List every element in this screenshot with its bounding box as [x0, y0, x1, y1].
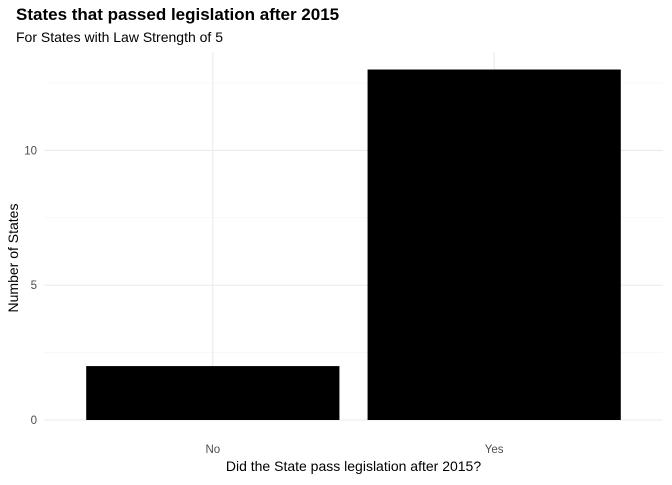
x-axis-title: Did the State pass legislation after 201… [226, 458, 481, 474]
chart-subtitle: For States with Law Strength of 5 [16, 29, 223, 45]
y-tick-label: 5 [31, 280, 37, 292]
y-tick-label: 0 [31, 415, 37, 427]
y-tick-label: 10 [24, 145, 37, 157]
y-axis-ticks: 0 5 10 [24, 145, 37, 427]
bars [86, 69, 621, 421]
x-axis-ticks: No Yes [205, 444, 503, 456]
chart-title: States that passed legislation after 201… [16, 5, 339, 24]
bar-yes [367, 69, 621, 421]
x-tick-label: Yes [485, 444, 504, 456]
x-tick-label: No [205, 444, 220, 456]
bar-no [86, 366, 340, 420]
y-axis-title: Number of States [5, 204, 21, 313]
